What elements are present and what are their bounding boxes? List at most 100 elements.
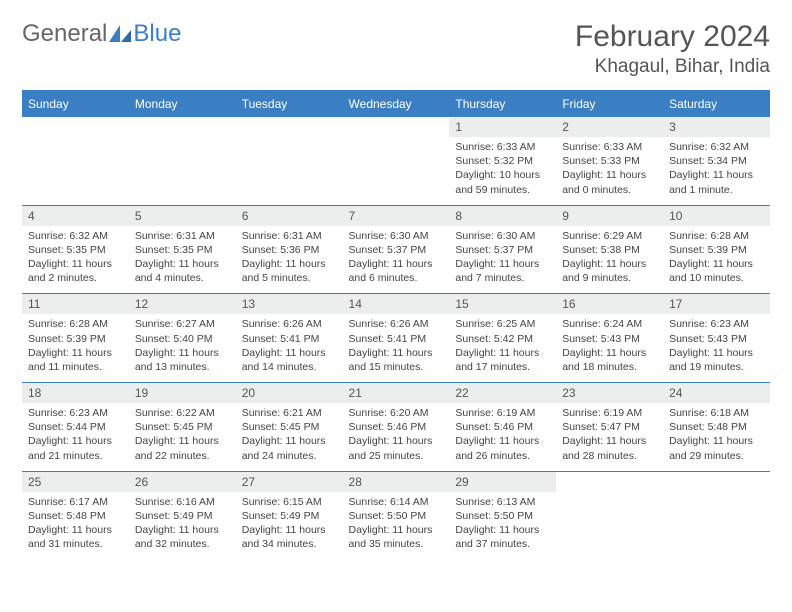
- week-row: 4Sunrise: 6:32 AMSunset: 5:35 PMDaylight…: [22, 205, 770, 294]
- day-cell: 12Sunrise: 6:27 AMSunset: 5:40 PMDayligh…: [129, 294, 236, 383]
- day-cell: 7Sunrise: 6:30 AMSunset: 5:37 PMDaylight…: [343, 205, 450, 294]
- day-cell: 15Sunrise: 6:25 AMSunset: 5:42 PMDayligh…: [449, 294, 556, 383]
- dayname-thu: Thursday: [449, 91, 556, 117]
- day-body: Sunrise: 6:31 AMSunset: 5:36 PMDaylight:…: [236, 226, 343, 294]
- day-body: Sunrise: 6:31 AMSunset: 5:35 PMDaylight:…: [129, 226, 236, 294]
- dayname-tue: Tuesday: [236, 91, 343, 117]
- sunset-text: Sunset: 5:37 PM: [349, 243, 444, 257]
- sunrise-text: Sunrise: 6:31 AM: [242, 229, 337, 243]
- sunset-text: Sunset: 5:36 PM: [242, 243, 337, 257]
- sunrise-text: Sunrise: 6:26 AM: [349, 317, 444, 331]
- day-cell: 21Sunrise: 6:20 AMSunset: 5:46 PMDayligh…: [343, 383, 450, 472]
- day-number: [236, 117, 343, 137]
- day-cell: 22Sunrise: 6:19 AMSunset: 5:46 PMDayligh…: [449, 383, 556, 472]
- daylight-text: Daylight: 11 hours and 15 minutes.: [349, 346, 444, 374]
- sunset-text: Sunset: 5:48 PM: [669, 420, 764, 434]
- day-cell: 23Sunrise: 6:19 AMSunset: 5:47 PMDayligh…: [556, 383, 663, 472]
- day-body: Sunrise: 6:18 AMSunset: 5:48 PMDaylight:…: [663, 403, 770, 471]
- sunset-text: Sunset: 5:35 PM: [135, 243, 230, 257]
- dayname-sat: Saturday: [663, 91, 770, 117]
- sunrise-text: Sunrise: 6:33 AM: [455, 140, 550, 154]
- week-row: 1Sunrise: 6:33 AMSunset: 5:32 PMDaylight…: [22, 117, 770, 206]
- day-number: 27: [236, 472, 343, 492]
- sunset-text: Sunset: 5:43 PM: [562, 332, 657, 346]
- day-body: Sunrise: 6:23 AMSunset: 5:44 PMDaylight:…: [22, 403, 129, 471]
- sunset-text: Sunset: 5:45 PM: [242, 420, 337, 434]
- header: General Blue February 2024 Khagaul, Biha…: [22, 20, 770, 78]
- day-number: 15: [449, 294, 556, 314]
- dayname-sun: Sunday: [22, 91, 129, 117]
- day-cell: 29Sunrise: 6:13 AMSunset: 5:50 PMDayligh…: [449, 471, 556, 559]
- daylight-text: Daylight: 11 hours and 9 minutes.: [562, 257, 657, 285]
- dayname-wed: Wednesday: [343, 91, 450, 117]
- day-cell: 2Sunrise: 6:33 AMSunset: 5:33 PMDaylight…: [556, 117, 663, 206]
- day-number: 1: [449, 117, 556, 137]
- daylight-text: Daylight: 11 hours and 7 minutes.: [455, 257, 550, 285]
- day-number: [556, 472, 663, 492]
- day-cell: 5Sunrise: 6:31 AMSunset: 5:35 PMDaylight…: [129, 205, 236, 294]
- logo-text-general: General: [22, 20, 107, 48]
- sunrise-text: Sunrise: 6:21 AM: [242, 406, 337, 420]
- day-cell: 25Sunrise: 6:17 AMSunset: 5:48 PMDayligh…: [22, 471, 129, 559]
- day-number: 19: [129, 383, 236, 403]
- daylight-text: Daylight: 11 hours and 21 minutes.: [28, 434, 123, 462]
- sunrise-text: Sunrise: 6:30 AM: [455, 229, 550, 243]
- week-row: 11Sunrise: 6:28 AMSunset: 5:39 PMDayligh…: [22, 294, 770, 383]
- sunset-text: Sunset: 5:35 PM: [28, 243, 123, 257]
- week-row: 25Sunrise: 6:17 AMSunset: 5:48 PMDayligh…: [22, 471, 770, 559]
- day-number: 10: [663, 206, 770, 226]
- sunset-text: Sunset: 5:49 PM: [242, 509, 337, 523]
- daylight-text: Daylight: 11 hours and 32 minutes.: [135, 523, 230, 551]
- day-body: Sunrise: 6:32 AMSunset: 5:35 PMDaylight:…: [22, 226, 129, 294]
- sunset-text: Sunset: 5:48 PM: [28, 509, 123, 523]
- day-cell: 9Sunrise: 6:29 AMSunset: 5:38 PMDaylight…: [556, 205, 663, 294]
- sunset-text: Sunset: 5:42 PM: [455, 332, 550, 346]
- day-number: 18: [22, 383, 129, 403]
- day-number: 17: [663, 294, 770, 314]
- day-number: [22, 117, 129, 137]
- sunrise-text: Sunrise: 6:20 AM: [349, 406, 444, 420]
- sunset-text: Sunset: 5:45 PM: [135, 420, 230, 434]
- day-body: Sunrise: 6:23 AMSunset: 5:43 PMDaylight:…: [663, 314, 770, 382]
- daylight-text: Daylight: 11 hours and 19 minutes.: [669, 346, 764, 374]
- day-body: Sunrise: 6:26 AMSunset: 5:41 PMDaylight:…: [343, 314, 450, 382]
- day-number: 2: [556, 117, 663, 137]
- day-body: Sunrise: 6:20 AMSunset: 5:46 PMDaylight:…: [343, 403, 450, 471]
- sunrise-text: Sunrise: 6:27 AM: [135, 317, 230, 331]
- sunset-text: Sunset: 5:50 PM: [349, 509, 444, 523]
- sunset-text: Sunset: 5:44 PM: [28, 420, 123, 434]
- day-number: 22: [449, 383, 556, 403]
- dayname-mon: Monday: [129, 91, 236, 117]
- daylight-text: Daylight: 11 hours and 37 minutes.: [455, 523, 550, 551]
- day-body: Sunrise: 6:28 AMSunset: 5:39 PMDaylight:…: [663, 226, 770, 294]
- sunrise-text: Sunrise: 6:16 AM: [135, 495, 230, 509]
- day-cell: [343, 117, 450, 206]
- day-number: [663, 472, 770, 492]
- day-cell: 4Sunrise: 6:32 AMSunset: 5:35 PMDaylight…: [22, 205, 129, 294]
- day-body: [22, 137, 129, 195]
- daylight-text: Daylight: 11 hours and 6 minutes.: [349, 257, 444, 285]
- day-number: 8: [449, 206, 556, 226]
- day-cell: 13Sunrise: 6:26 AMSunset: 5:41 PMDayligh…: [236, 294, 343, 383]
- day-number: 23: [556, 383, 663, 403]
- day-cell: [556, 471, 663, 559]
- day-number: 7: [343, 206, 450, 226]
- sunset-text: Sunset: 5:41 PM: [349, 332, 444, 346]
- week-row: 18Sunrise: 6:23 AMSunset: 5:44 PMDayligh…: [22, 383, 770, 472]
- sunset-text: Sunset: 5:39 PM: [28, 332, 123, 346]
- day-cell: 18Sunrise: 6:23 AMSunset: 5:44 PMDayligh…: [22, 383, 129, 472]
- sunrise-text: Sunrise: 6:17 AM: [28, 495, 123, 509]
- sunset-text: Sunset: 5:50 PM: [455, 509, 550, 523]
- calendar-table: Sunday Monday Tuesday Wednesday Thursday…: [22, 90, 770, 559]
- day-cell: 26Sunrise: 6:16 AMSunset: 5:49 PMDayligh…: [129, 471, 236, 559]
- sunset-text: Sunset: 5:39 PM: [669, 243, 764, 257]
- day-body: Sunrise: 6:19 AMSunset: 5:47 PMDaylight:…: [556, 403, 663, 471]
- day-number: 24: [663, 383, 770, 403]
- day-body: Sunrise: 6:30 AMSunset: 5:37 PMDaylight:…: [449, 226, 556, 294]
- day-cell: [129, 117, 236, 206]
- day-number: [343, 117, 450, 137]
- daylight-text: Daylight: 11 hours and 26 minutes.: [455, 434, 550, 462]
- day-number: 11: [22, 294, 129, 314]
- day-body: Sunrise: 6:17 AMSunset: 5:48 PMDaylight:…: [22, 492, 129, 560]
- day-cell: 27Sunrise: 6:15 AMSunset: 5:49 PMDayligh…: [236, 471, 343, 559]
